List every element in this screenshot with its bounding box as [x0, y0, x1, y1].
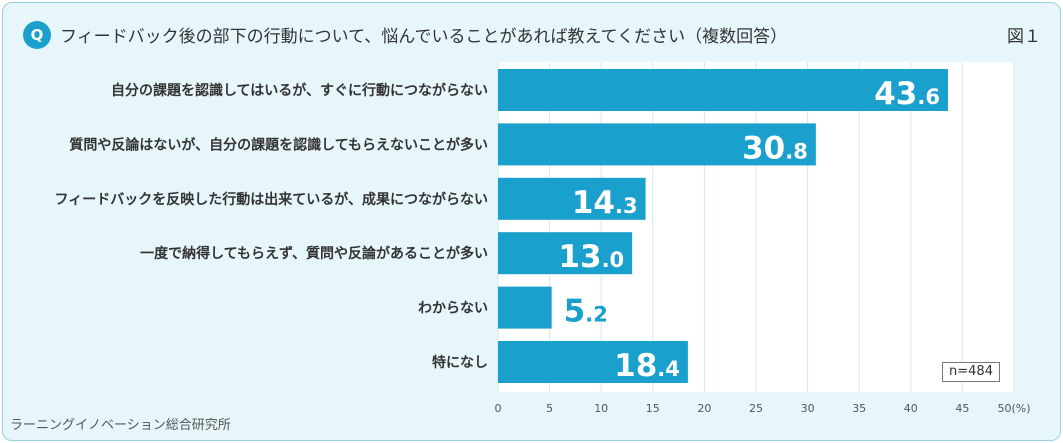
bar	[498, 341, 688, 383]
category-label: フィードバックを反映した行動は出来ているが、成果につながらない	[55, 191, 488, 208]
x-tick-label: 30	[801, 402, 815, 415]
category-label: 一度で納得してもらえず、質問や反論があることが多い	[140, 245, 488, 262]
source-label: ラーニングイノベーション総合研究所	[10, 418, 231, 433]
chart-title: フィードバック後の部下の行動について、悩んでいることがあれば教えてください（複数…	[60, 27, 788, 47]
x-tick-label: 5	[546, 402, 553, 415]
bar	[498, 123, 816, 166]
category-label: わからない	[418, 301, 488, 317]
data-label: 18.4	[614, 348, 680, 384]
question-badge: Q	[23, 21, 51, 49]
x-tick-label: 15	[646, 402, 660, 415]
x-tick-label: 0	[495, 402, 502, 415]
category-label: 特になし	[432, 354, 488, 371]
category-label: 質問や反論はないが、自分の課題を認識してもらえないことが多い	[69, 136, 488, 153]
x-tick-label: 25	[749, 402, 763, 415]
data-label: 14.3	[572, 185, 638, 221]
x-tick-label: 50(%)	[997, 402, 1030, 415]
x-tick-label: 10	[594, 402, 608, 415]
data-label: 30.8	[742, 130, 808, 166]
data-label: 13.0	[558, 239, 624, 275]
bar	[498, 69, 948, 111]
figure-label: 図１	[1007, 27, 1041, 47]
data-label: 5.2	[564, 294, 608, 330]
bar	[498, 286, 552, 329]
category-label: 自分の課題を認識してはいるが、すぐに行動につながらない	[111, 82, 488, 99]
x-tick-label: 40	[904, 402, 918, 415]
x-tick-label: 35	[852, 402, 866, 415]
bar	[498, 177, 646, 220]
x-tick-label: 45	[955, 402, 969, 415]
data-label: 43.6	[874, 76, 940, 112]
bar	[498, 232, 633, 275]
x-tick-label: 20	[697, 402, 711, 415]
sample-size-label: n=484	[942, 362, 1000, 382]
